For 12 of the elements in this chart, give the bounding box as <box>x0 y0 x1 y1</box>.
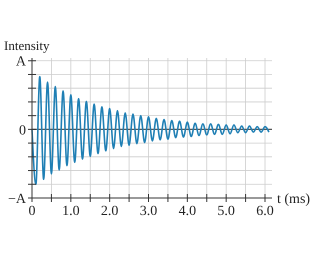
x-tick-label: 2.0 <box>100 204 118 219</box>
text: −A <box>8 192 27 207</box>
x-tick-label: 5.0 <box>217 204 235 219</box>
x-tick-label: 3.0 <box>140 204 158 219</box>
text: 0 <box>19 123 26 138</box>
text: A <box>16 54 27 70</box>
x-tick-label: 4.0 <box>178 204 196 219</box>
x-tick-label: 0 <box>28 204 36 219</box>
x-axis-title: t (ms) <box>277 192 310 207</box>
x-tick-label: 1.0 <box>62 204 80 219</box>
x-tick-label: 6.0 <box>256 204 274 219</box>
y-axis-title: Intensity <box>4 38 50 53</box>
